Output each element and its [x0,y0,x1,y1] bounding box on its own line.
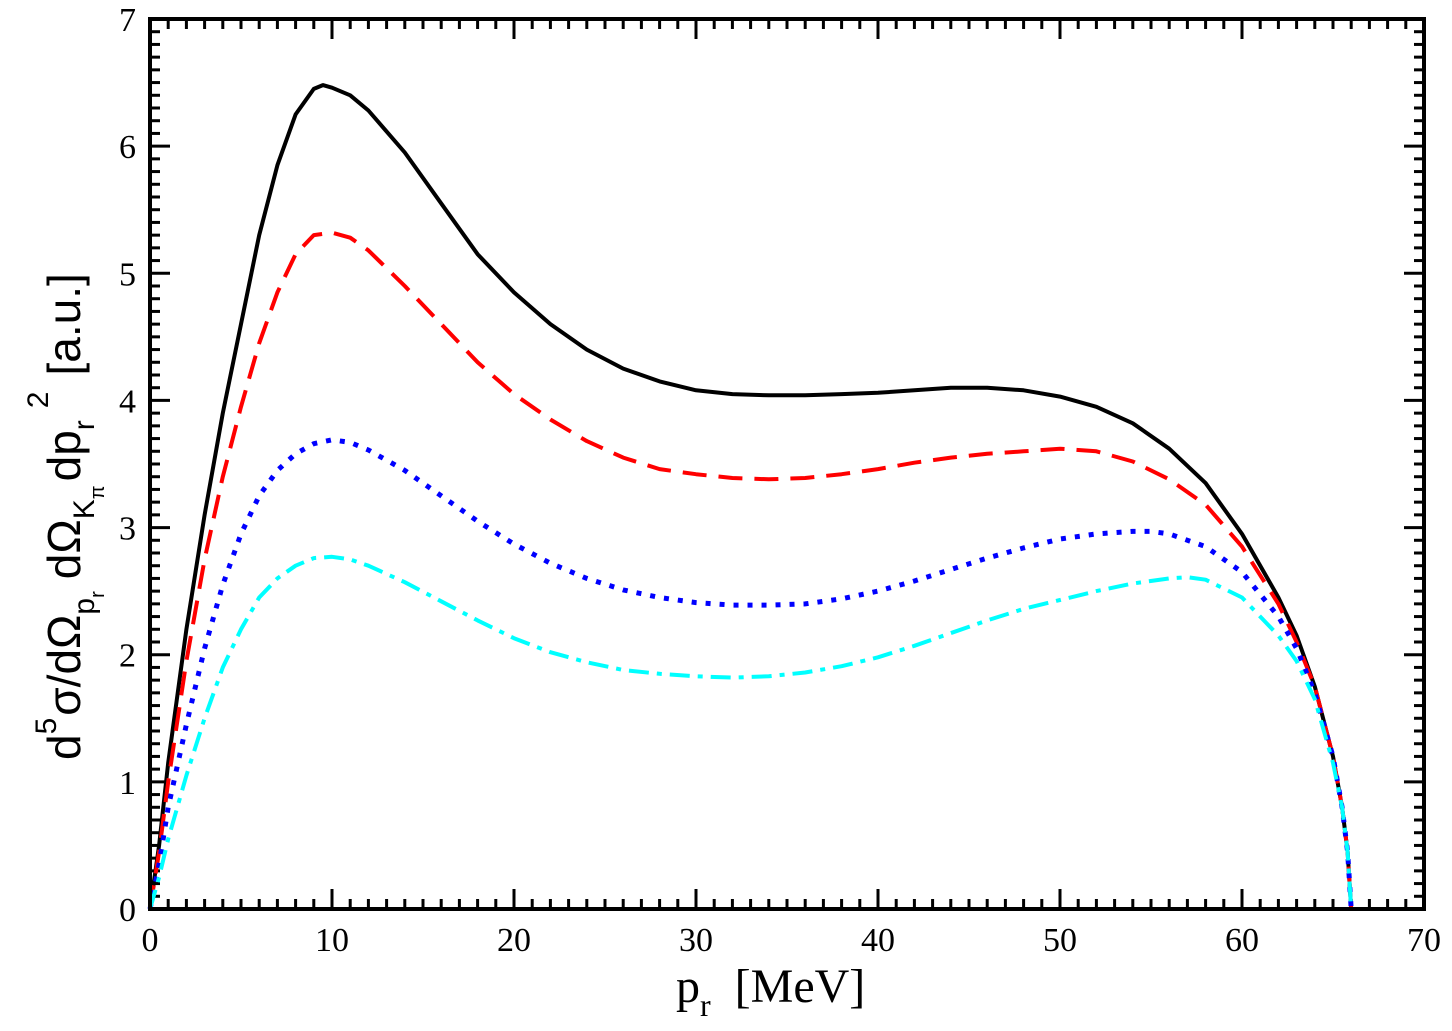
x-label-unit: [MeV] [735,960,866,1013]
y-tick-label: 1 [119,765,136,802]
y-label-sub-k: K [68,499,101,519]
y-label-five: 5 [30,718,63,735]
y-tick-label: 3 [119,511,136,548]
tick-labels-layer: 0 10 20 30 40 50 60 70 0 1 2 3 4 5 6 7 [119,2,1441,959]
x-tick-label: 30 [679,922,713,959]
y-label-domega: dΩ [38,519,90,579]
y-tick-label: 0 [119,892,136,929]
x-tick-label: 40 [861,922,895,959]
x-tick-label: 20 [497,922,531,959]
x-label-sub: r [700,987,711,1023]
y-label-sq: 2 [22,392,55,409]
x-label-main: p [676,960,700,1013]
x-tick-label: 10 [315,922,349,959]
y-tick-label: 6 [119,129,136,166]
y-label-sigma: σ/dΩ [38,615,90,716]
y-label-sub-pi: π [87,485,109,499]
y-label-dp: dp [38,430,90,481]
y-tick-label: 5 [119,256,136,293]
x-tick-label: 50 [1043,922,1077,959]
x-axis-label: pr [MeV] [676,960,865,1023]
series-layer [147,83,1354,910]
y-label-sub-r2: r [68,420,101,430]
ticks-layer [148,17,1426,911]
x-tick-label: 60 [1225,922,1259,959]
series-line-3 [147,437,1354,910]
series-line-2 [148,230,1354,910]
y-axis-label: d5σ/dΩprdΩKπdpr2[a.u.] [22,273,109,760]
y-tick-label: 7 [119,2,136,39]
x-tick-label: 70 [1407,922,1441,959]
y-tick-label: 4 [119,383,136,420]
y-label-unit: [a.u.] [38,273,90,375]
y-label-sub-r: r [87,591,109,598]
plot-frame [148,17,1426,911]
y-label-sub-p: p [68,598,101,615]
series-line-1 [148,83,1354,910]
y-tick-label: 2 [119,638,136,675]
series-line-4 [148,554,1354,910]
y-label-d: d [38,734,90,760]
x-tick-label: 0 [142,922,159,959]
